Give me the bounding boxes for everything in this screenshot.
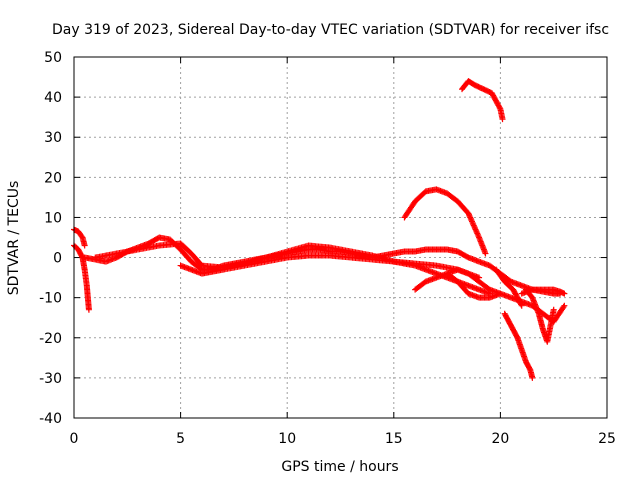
series-arc-6 [401,186,489,257]
chart-title: Day 319 of 2023, Sidereal Day-to-day VTE… [52,22,609,38]
data-point [561,290,568,297]
data-point [518,301,525,308]
data-point [550,306,557,313]
series-arc-9 [444,266,504,297]
x-tick-label: 25 [598,431,616,447]
y-tick-label: -30 [39,371,62,387]
y-tick-label: -20 [39,331,62,347]
series-arc-7 [459,78,506,123]
series-arc-13 [493,266,525,309]
x-tick-label: 15 [385,431,403,447]
x-tick-label: 5 [176,431,185,447]
x-axis-label: GPS time / hours [281,459,398,475]
series-arc-5 [177,252,483,281]
plot-area [71,78,568,381]
x-tick-label: 0 [70,431,79,447]
y-tick-label: 40 [44,90,62,106]
series-arc-12 [518,286,568,297]
y-tick-label: -10 [39,291,62,307]
data-point [518,302,525,309]
x-tick-label: 10 [278,431,296,447]
data-point [85,306,92,313]
data-point [496,104,503,111]
y-tick-label: 30 [44,130,62,146]
y-tick-label: 20 [44,170,62,186]
y-tick-label: 50 [44,50,62,66]
data-point [497,290,504,297]
y-tick-label: -40 [39,411,62,427]
series-arc-1 [71,242,92,313]
y-tick-label: 10 [44,210,62,226]
y-axis-label: SDTVAR / TECUs [6,181,22,296]
data-point [561,302,568,309]
series-arc-11 [522,286,557,345]
y-tick-label: 0 [53,251,62,267]
data-point [499,116,506,123]
data-point [529,374,536,381]
data-point [482,250,489,257]
data-point [81,242,88,249]
plot-frame [73,56,608,419]
x-tick-label: 20 [491,431,509,447]
series-arc-10 [501,310,536,381]
series-arc-8 [412,270,568,325]
grid-lines [74,57,607,418]
data-point [560,303,567,310]
